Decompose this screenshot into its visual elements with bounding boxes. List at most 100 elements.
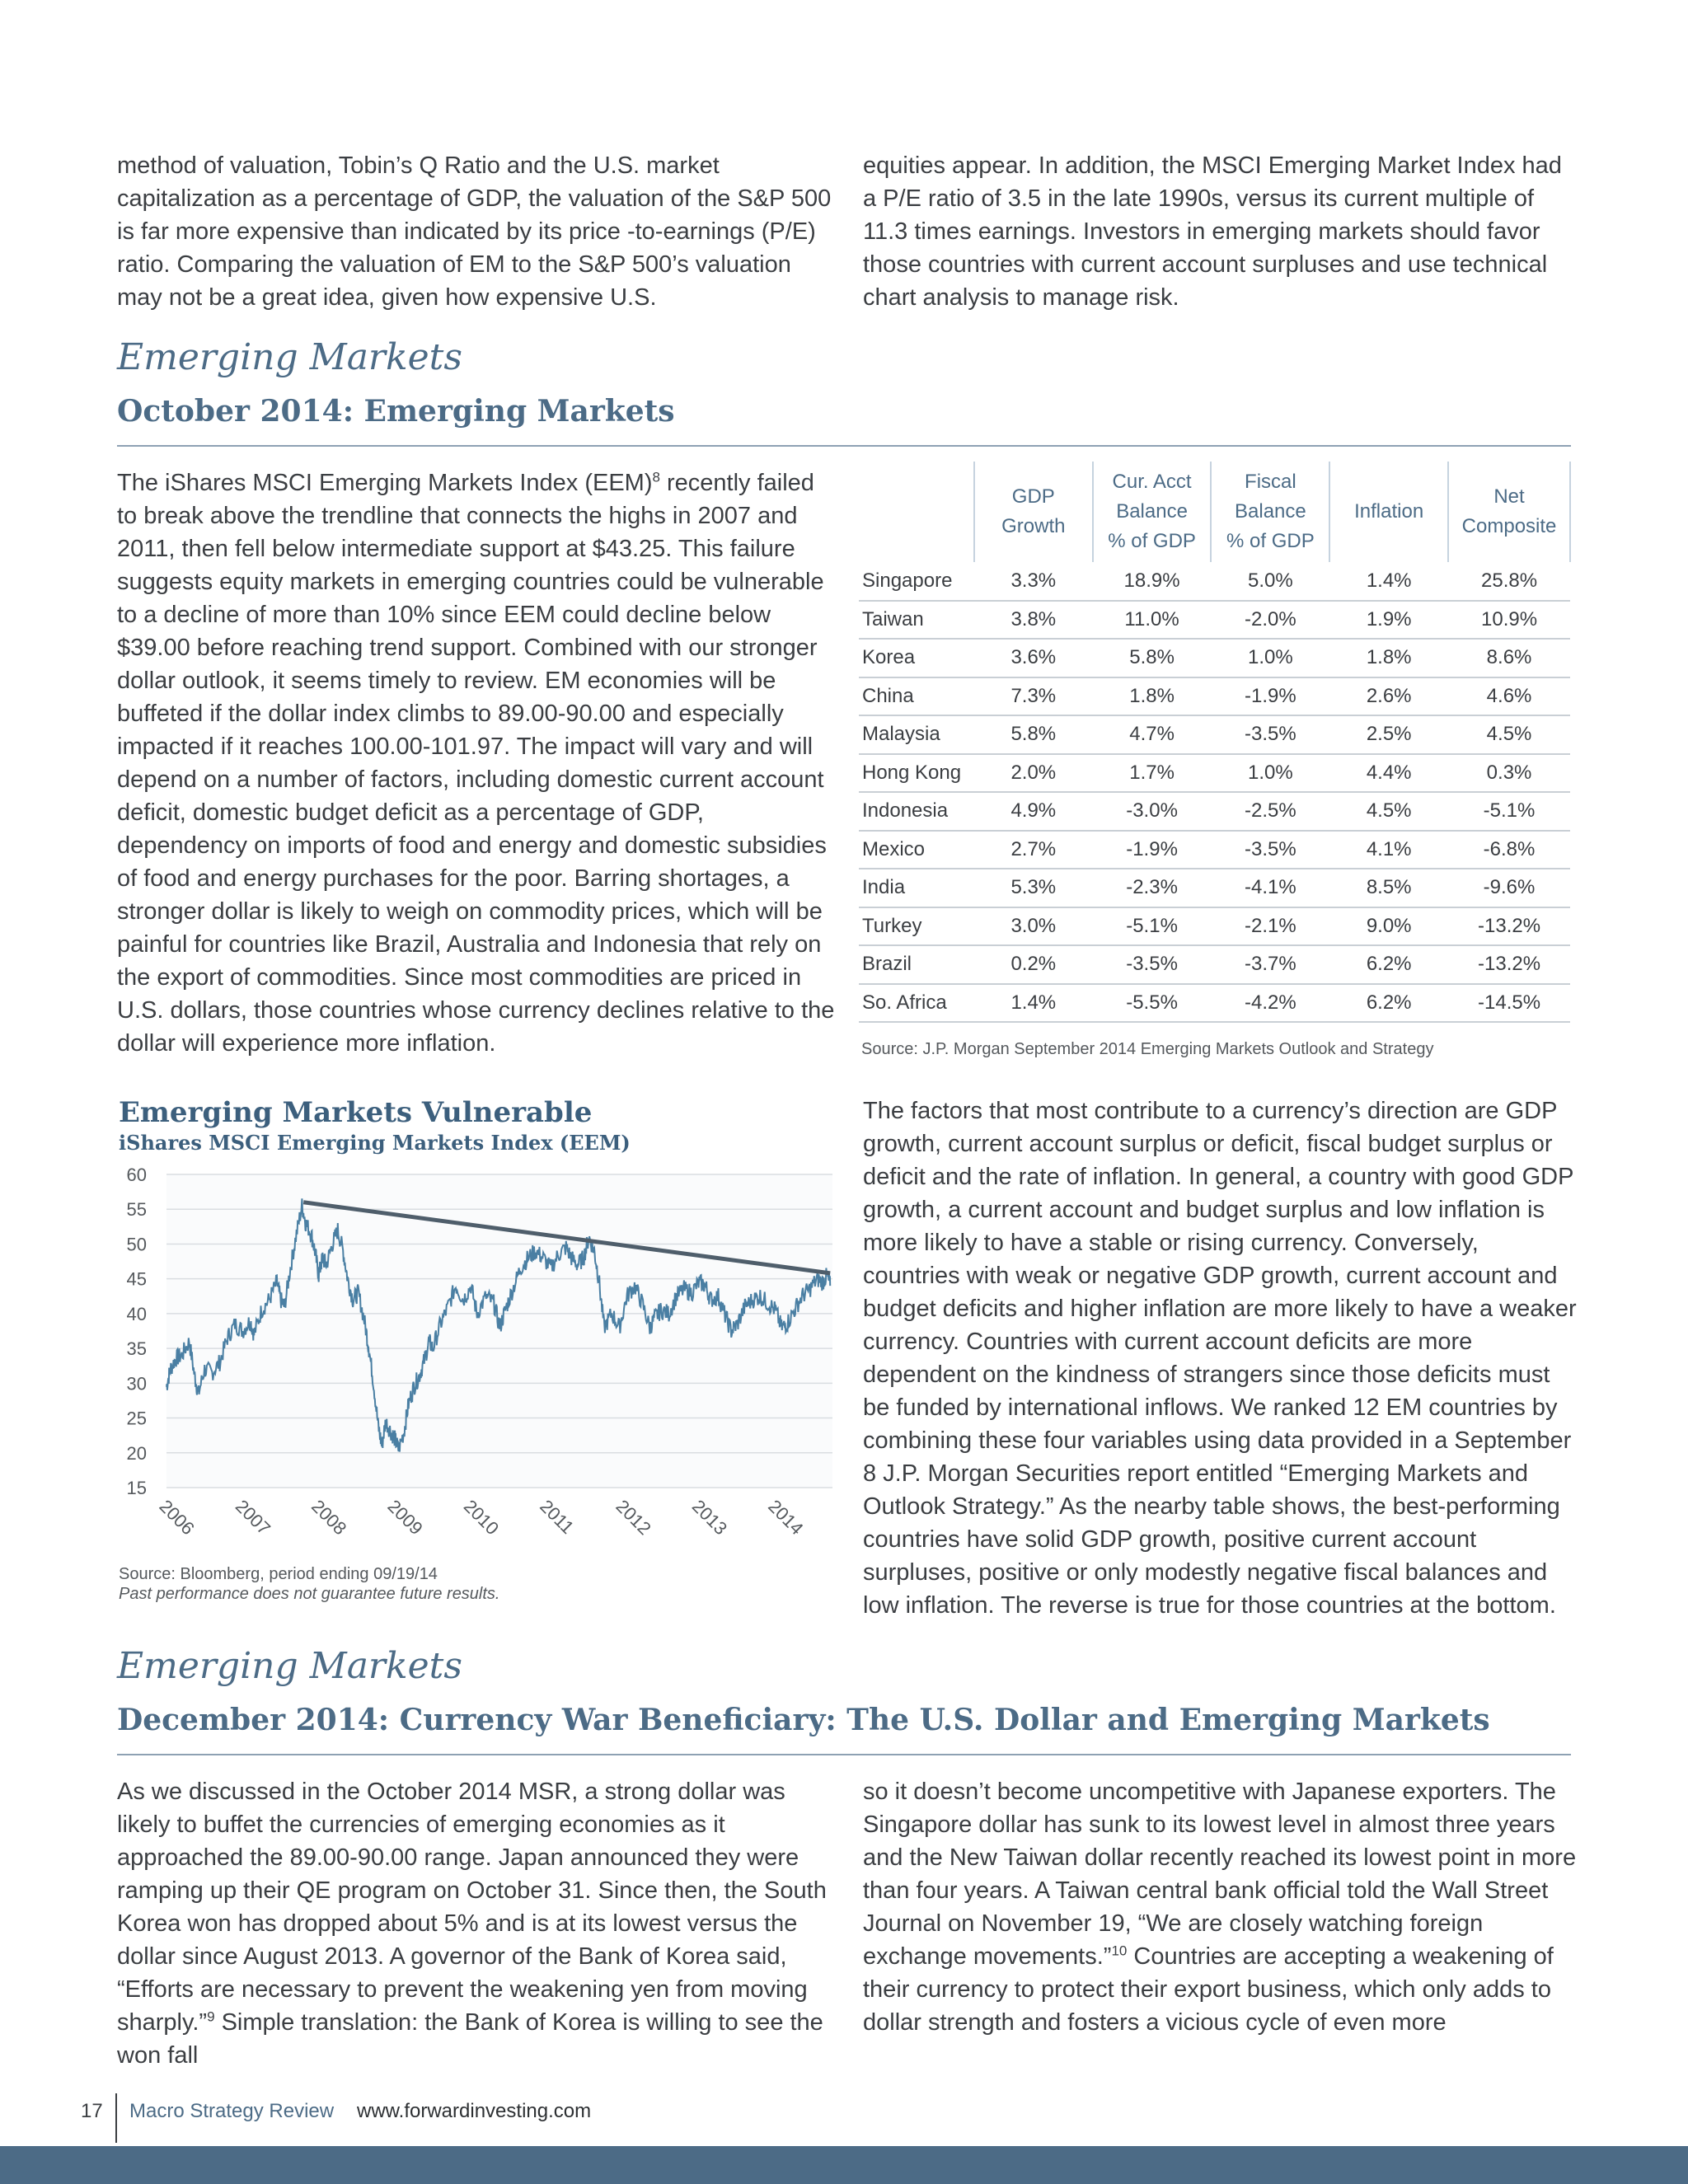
y-tick-label: 45 (127, 1269, 147, 1290)
footer-url[interactable]: www.forwardinvesting.com (357, 2100, 592, 2122)
table-source: Source: J.P. Morgan September 2014 Emerg… (861, 1040, 1434, 1058)
y-tick-label: 35 (127, 1338, 147, 1359)
table-header-line: Growth (1001, 515, 1066, 537)
eem-price-line (166, 1198, 832, 1452)
table-row: Korea 3.6% 5.8% 1.0% 1.8% 8.6% (859, 639, 1570, 678)
page-number: 17 (81, 2100, 103, 2122)
value-cell: -13.2% (1448, 907, 1570, 946)
value-cell: -3.0% (1092, 792, 1212, 832)
table-row: Singapore 3.3% 18.9% 5.0% 1.4% 25.8% (859, 562, 1570, 602)
value-cell: -6.8% (1448, 830, 1570, 869)
value-cell: 3.6% (973, 639, 1093, 678)
value-cell: 6.2% (1329, 945, 1449, 985)
value-cell: 10.9% (1448, 600, 1570, 640)
section-divider (117, 445, 1571, 447)
footer-brand: Macro Strategy Review (129, 2100, 335, 2122)
value-cell: 4.9% (973, 792, 1093, 832)
value-cell: -1.9% (1092, 830, 1212, 869)
value-cell: 7.3% (973, 677, 1093, 716)
y-tick-label: 60 (127, 1165, 147, 1185)
value-cell: 2.0% (973, 753, 1093, 793)
table-header-line: Cur. Acct (1112, 471, 1192, 493)
top-right-paragraph: equities appear. In addition, the MSCI E… (863, 152, 1562, 311)
country-cell: Brazil (859, 945, 974, 985)
y-tick-label: 30 (127, 1373, 147, 1394)
table-header-gdp: GDP Growth (973, 462, 1093, 562)
value-cell: 4.5% (1329, 792, 1449, 832)
chart-disclaimer: Past performance does not guarantee futu… (119, 1585, 500, 1603)
table-row: India 5.3% -2.3% -4.1% 8.5% -9.6% (859, 869, 1570, 908)
x-tick-label: 2013 (688, 1496, 731, 1539)
value-cell: 0.3% (1448, 753, 1570, 793)
value-cell: 5.8% (1092, 639, 1212, 678)
value-cell: -2.0% (1211, 600, 1330, 640)
value-cell: 2.6% (1329, 677, 1449, 716)
value-cell: -3.5% (1092, 945, 1212, 985)
value-cell: 8.6% (1448, 639, 1570, 678)
table-header-line: GDP (1011, 485, 1055, 508)
value-cell: 1.4% (1329, 562, 1449, 602)
footnote-marker: 9 (207, 2008, 215, 2025)
section2-title: December 2014: Currency War Beneficiary:… (117, 1703, 1490, 1737)
footer-divider (115, 2093, 117, 2143)
section2-kicker: Emerging Markets (117, 1645, 462, 1687)
table-body: Singapore 3.3% 18.9% 5.0% 1.4% 25.8% Taiwan 3.8… (859, 562, 1570, 1023)
value-cell: 5.0% (1211, 562, 1330, 602)
table-header-line: % of GDP (1108, 530, 1196, 552)
table-header-line: Fiscal (1245, 471, 1296, 493)
x-tick-label: 2007 (232, 1496, 274, 1539)
country-cell: Indonesia (859, 792, 974, 832)
value-cell: 5.3% (973, 869, 1093, 908)
x-tick-label: 2012 (612, 1496, 655, 1539)
table-header-line: Net (1493, 485, 1525, 508)
table-row: Malaysia 5.8% 4.7% -3.5% 2.5% 4.5% (859, 715, 1570, 755)
value-cell: -5.1% (1448, 792, 1570, 832)
value-cell: -3.5% (1211, 715, 1330, 755)
section-kicker: Emerging Markets (117, 336, 462, 378)
section1-left-paragraph: The iShares MSCI Emerging Markets Index … (117, 469, 835, 1057)
value-cell: 1.7% (1092, 753, 1212, 793)
value-cell: 1.8% (1092, 677, 1212, 716)
y-tick-label: 15 (127, 1478, 147, 1498)
section-title: October 2014: Emerging Markets (117, 394, 675, 429)
value-cell: -9.6% (1448, 869, 1570, 908)
x-tick-label: 2010 (460, 1496, 503, 1539)
table-header-line: Composite (1461, 515, 1557, 537)
top-left-paragraph: method of valuation, Tobin’s Q Ratio and… (117, 152, 832, 311)
table-header-line: Balance (1116, 500, 1188, 523)
x-tick-label: 2008 (307, 1496, 350, 1539)
table-row: China 7.3% 1.8% -1.9% 2.6% 4.6% (859, 677, 1570, 716)
section2-divider (117, 1754, 1571, 1755)
value-cell: 4.6% (1448, 677, 1570, 716)
value-cell: 8.5% (1329, 869, 1449, 908)
value-cell: 0.2% (973, 945, 1093, 985)
value-cell: 6.2% (1329, 983, 1449, 1023)
value-cell: 2.5% (1329, 715, 1449, 755)
value-cell: 3.3% (973, 562, 1093, 602)
country-cell: Mexico (859, 830, 974, 869)
table-header-inflation: Inflation (1329, 462, 1449, 562)
x-tick-label: 2009 (383, 1496, 426, 1539)
value-cell: 18.9% (1092, 562, 1212, 602)
table-row: So. Africa 1.4% -5.5% -4.2% 6.2% -14.5% (859, 983, 1570, 1023)
table-row: Mexico 2.7% -1.9% -3.5% 4.1% -6.8% (859, 830, 1570, 869)
table-row: Hong Kong 2.0% 1.7% 1.0% 4.4% 0.3% (859, 753, 1570, 793)
table-header-line: % of GDP (1226, 530, 1315, 552)
x-tick-label: 2006 (155, 1496, 198, 1539)
footer-strip (0, 2146, 1688, 2184)
y-tick-label: 55 (127, 1199, 147, 1220)
y-tick-label: 40 (127, 1304, 147, 1324)
value-cell: 3.0% (973, 907, 1093, 946)
country-cell: Singapore (859, 562, 974, 602)
value-cell: -2.3% (1092, 869, 1212, 908)
table-header-cur-acct: Cur. Acct Balance % of GDP (1091, 462, 1212, 562)
value-cell: 1.0% (1211, 753, 1330, 793)
x-tick-label: 2014 (764, 1496, 807, 1539)
country-cell: Malaysia (859, 715, 974, 755)
country-cell: Taiwan (859, 600, 974, 640)
value-cell: 1.9% (1329, 600, 1449, 640)
value-cell: 1.0% (1211, 639, 1330, 678)
chart-subtitle: iShares MSCI Emerging Markets Index (EEM… (119, 1131, 631, 1155)
section2-left-paragraph: As we discussed in the October 2014 MSR,… (117, 1779, 827, 2069)
value-cell: 4.4% (1329, 753, 1449, 793)
